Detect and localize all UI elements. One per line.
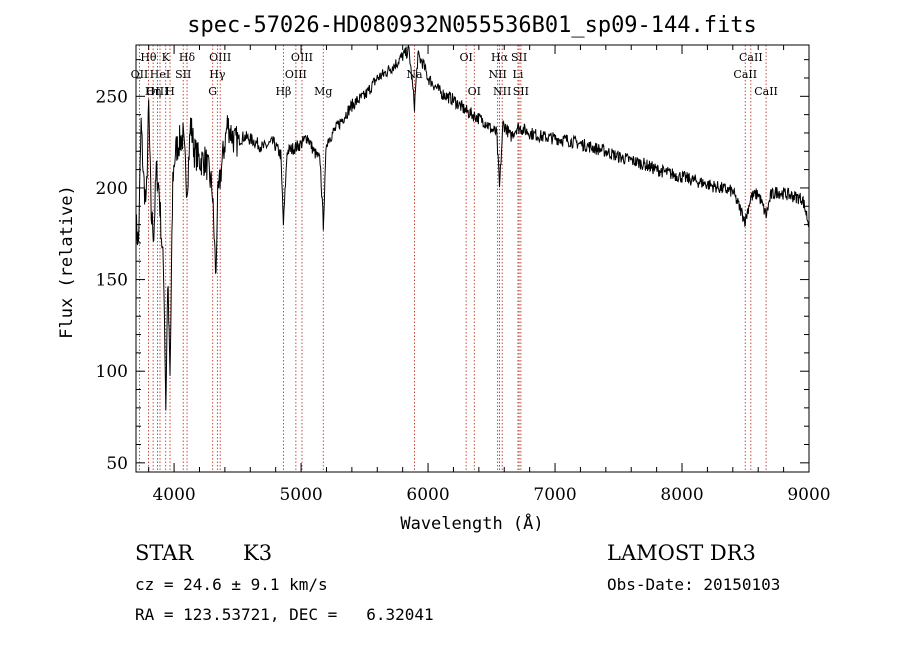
y-tick-label: 200 (96, 179, 128, 199)
line-marker-label: OI (468, 85, 481, 98)
line-marker-label: Hα (491, 51, 509, 64)
object-subclass: K3 (243, 541, 272, 565)
line-marker-label: OIII (291, 51, 313, 64)
x-tick-label: 8000 (660, 485, 703, 505)
line-marker-label: Hγ (209, 68, 226, 81)
line-marker-label: Hβ (275, 85, 291, 98)
line-marker-label: HeI (150, 68, 170, 81)
line-marker-label: Li (513, 68, 524, 81)
flux-series-line (135, 44, 810, 411)
line-marker-label: K (162, 51, 171, 64)
coordinates-readout: RA = 123.53721, DEC = 6.32041 (135, 605, 434, 624)
line-marker-label: Hθ (140, 51, 157, 64)
y-tick-label: 250 (96, 87, 128, 107)
y-tick-label: 150 (96, 271, 128, 291)
plot-frame (135, 44, 810, 473)
object-class: STAR (135, 541, 194, 565)
line-marker-label: SII (513, 85, 529, 98)
line-marker-label: Hδ (179, 51, 196, 64)
line-marker-label: Na (406, 68, 423, 81)
line-marker-label: NII (488, 68, 506, 81)
line-marker-label: OIII (285, 68, 307, 81)
line-marker-label: OII (131, 68, 149, 81)
x-tick-label: 7000 (533, 485, 576, 505)
obs-date: Obs-Date: 20150103 (607, 575, 780, 594)
x-tick-label: 6000 (406, 485, 449, 505)
line-marker-label: SII (511, 51, 527, 64)
y-axis-label: Flux (relative) (57, 185, 77, 339)
line-marker-label: Hη (145, 85, 161, 98)
line-marker-label: SII (175, 68, 191, 81)
line-marker-label: NII (493, 85, 511, 98)
line-marker-label: OIII (209, 51, 231, 64)
line-marker-label: G (208, 85, 217, 98)
x-tick-label: 5000 (279, 485, 322, 505)
line-marker-label: OIII (146, 85, 168, 98)
line-marker-label: H (165, 85, 175, 98)
x-axis: 4000 5000 6000 7000 8000 9000 (148, 45, 831, 505)
line-marker-label: Mg (314, 85, 332, 98)
line-marker-label: OI (459, 51, 472, 64)
series-group (135, 44, 810, 411)
x-axis-label: Wavelength (Å) (400, 512, 543, 534)
x-tick-label: 9000 (787, 485, 830, 505)
y-axis: 50 100 150 200 250 (96, 59, 809, 474)
line-marker-label: CaII (733, 68, 757, 81)
y-tick-label: 50 (106, 454, 128, 474)
x-tick-label: 4000 (152, 485, 195, 505)
redshift-readout: cz = 24.6 ± 9.1 km/s (135, 575, 328, 594)
line-marker-label: CaII (754, 85, 778, 98)
chart-title: spec-57026-HD080932N055536B01_sp09-144.f… (187, 13, 757, 38)
survey-name: LAMOST DR3 (607, 541, 756, 565)
y-tick-label: 100 (96, 362, 128, 382)
line-marker-label: CaII (739, 51, 763, 64)
